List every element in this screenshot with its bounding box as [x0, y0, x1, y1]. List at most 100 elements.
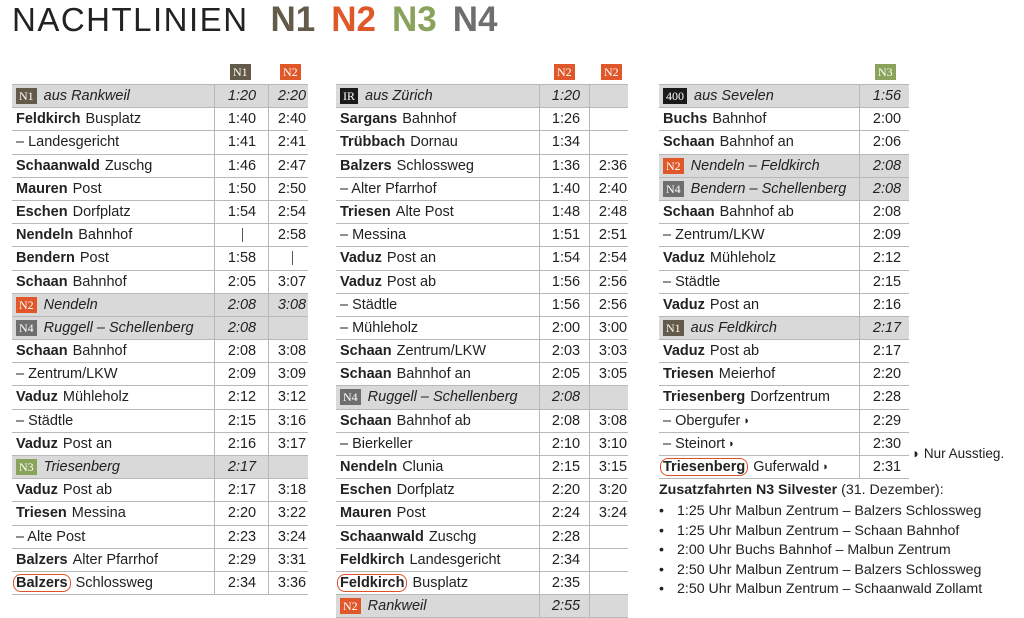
connection-label: Rankweil: [367, 598, 427, 615]
stop-row: – Zentrum/LKW 2:09: [659, 224, 909, 248]
stop-detail: Bahnhof: [712, 111, 767, 128]
stop-detail: Bahnhof: [78, 227, 133, 244]
column-divider: [859, 84, 860, 479]
stop-name: Mauren Post: [340, 502, 426, 524]
stop-name: N3 Triesenberg: [16, 456, 120, 478]
connection-label: Bendern – Schellenberg: [690, 180, 847, 197]
stop-place: Schaan: [16, 273, 68, 290]
departure-time: 2:47: [277, 157, 307, 174]
stop-detail: Bahnhof: [72, 273, 127, 290]
departure-time: 2:29: [872, 412, 902, 429]
stop-name: N2 Nendeln: [16, 294, 98, 316]
stop-detail: – Alte Post: [16, 528, 86, 545]
departure-time: 1:58: [227, 250, 257, 267]
stop-place: Schaan: [340, 343, 392, 360]
stop-detail: Bahnhof ab: [396, 412, 471, 429]
departure-time: 2:05: [227, 273, 257, 290]
connection-row: IR aus Zürich 1:20: [336, 84, 628, 109]
stop-detail: Busplatz: [85, 111, 142, 128]
line-badge-n3: N3: [16, 459, 37, 475]
departure-time: 2:36: [598, 157, 628, 174]
connection-row: 400 aus Sevelen 1:56: [659, 84, 909, 109]
timetable-column-2: N2 N2 IR aus Zürich 1:20 Sargans Bahnhof 1:26 Tr…: [336, 62, 628, 618]
departure-time: 2:50: [277, 180, 307, 197]
stop-place: Vaduz: [16, 389, 58, 406]
stop-detail: Bahnhof an: [719, 134, 794, 151]
departure-time: 2:34: [227, 574, 257, 591]
departure-time: 3:08: [277, 343, 307, 360]
departure-time: 2:35: [551, 574, 581, 591]
connection-row: N2 Rankweil 2:55: [336, 595, 628, 618]
exit-only-note: ◗ Nur Ausstieg.: [912, 446, 1005, 461]
stop-row: Schaan Zentrum/LKW 2:03 3:03: [336, 340, 628, 364]
stop-detail: Schlossweg: [396, 157, 474, 174]
departure-time: 1:54: [227, 203, 257, 220]
stop-name: Schaan Bahnhof ab: [663, 201, 794, 223]
departure-time: 2:00: [551, 319, 581, 336]
stop-name: N2 Nendeln – Feldkirch: [663, 155, 820, 177]
stop-row: Nendeln Bahnhof 2:58: [12, 224, 308, 248]
stop-row: – Alter Pfarrhof 1:40 2:40: [336, 178, 628, 201]
stop-detail: Post an: [386, 250, 437, 267]
departure-time: 1:34: [551, 134, 581, 151]
stop-name: Balzers Schlossweg: [340, 155, 474, 177]
stop-place: Vaduz: [663, 296, 705, 313]
stop-detail: – Städtle: [663, 273, 721, 290]
stop-name: – Städtle: [663, 271, 720, 293]
departure-time: [270, 247, 314, 269]
connection-label: aus Zürich: [365, 88, 433, 104]
stop-name: Schaan Bahnhof an: [340, 363, 471, 385]
stop-detail: Alte Post: [395, 203, 454, 220]
line-badge-n1: N1: [16, 88, 37, 104]
departure-time: 2:15: [227, 412, 257, 429]
stop-row: Triesenberg Guferwald ◗ 2:31: [659, 456, 909, 480]
stop-detail: Messina: [71, 505, 126, 522]
stop-row: Vaduz Mühleholz 2:12: [659, 247, 909, 271]
stop-place: Schaan: [663, 134, 715, 151]
departure-time: 2:09: [872, 227, 902, 244]
departure-time: 2:08: [227, 319, 257, 336]
departure-time: 2:16: [227, 435, 257, 452]
departure-time: 2:08: [872, 180, 902, 197]
departure-time: 2:20: [872, 366, 902, 383]
connection-row: N4 Ruggell – Schellenberg 2:08: [12, 316, 308, 341]
stop-detail: Guferwald: [753, 459, 820, 475]
departure-time: [591, 526, 635, 548]
stop-row: Mauren Post 2:24 3:24: [336, 502, 628, 526]
column-divider: [589, 84, 590, 618]
line-badge-ir: IR: [340, 88, 358, 104]
departure-time: 2:08: [872, 203, 902, 220]
connection-row: N3 Triesenberg 2:17: [12, 456, 308, 480]
stop-row: Schaanwald Zuschg 2:28: [336, 526, 628, 549]
stop-detail: Post ab: [386, 273, 437, 290]
departure-time: [270, 456, 314, 478]
stop-row: Vaduz Post ab 2:17 3:18: [12, 479, 308, 503]
no-stop-marker: [291, 251, 293, 266]
stop-detail: – Obergufer: [663, 412, 741, 429]
departure-time: 2:08: [551, 389, 581, 406]
stop-place: Vaduz: [663, 250, 705, 267]
departure-time: 2:12: [872, 250, 902, 267]
stop-name: Feldkirch Landesgericht: [340, 549, 501, 571]
stop-row: – Steinort ◗ 2:30: [659, 433, 909, 456]
departure-time: 1:56: [551, 296, 581, 313]
departure-time: 3:09: [277, 366, 307, 383]
departure-time: 3:15: [598, 459, 628, 475]
departure-time: 2:15: [551, 459, 581, 475]
departure-time: 2:40: [598, 180, 628, 197]
departure-time: 1:56: [872, 88, 902, 104]
connection-label: aus Feldkirch: [690, 319, 777, 336]
stop-name: 400 aus Sevelen: [663, 85, 774, 107]
stop-row: Triesen Alte Post 1:48 2:48: [336, 201, 628, 225]
departure-time: 2:30: [872, 435, 902, 452]
column-header: N1 N2: [12, 62, 308, 84]
departure-time: 3:31: [277, 551, 307, 568]
stop-name: – Städtle: [340, 294, 397, 316]
column-divider: [214, 84, 215, 595]
stop-row: Vaduz Post an 2:16: [659, 294, 909, 317]
terminus-marker: Balzers: [13, 573, 71, 592]
stop-detail: Bahnhof: [72, 343, 127, 360]
stop-row: Mauren Post 1:50 2:50: [12, 178, 308, 201]
stop-name: Vaduz Post ab: [16, 479, 112, 501]
departure-time: 1:54: [551, 250, 581, 267]
